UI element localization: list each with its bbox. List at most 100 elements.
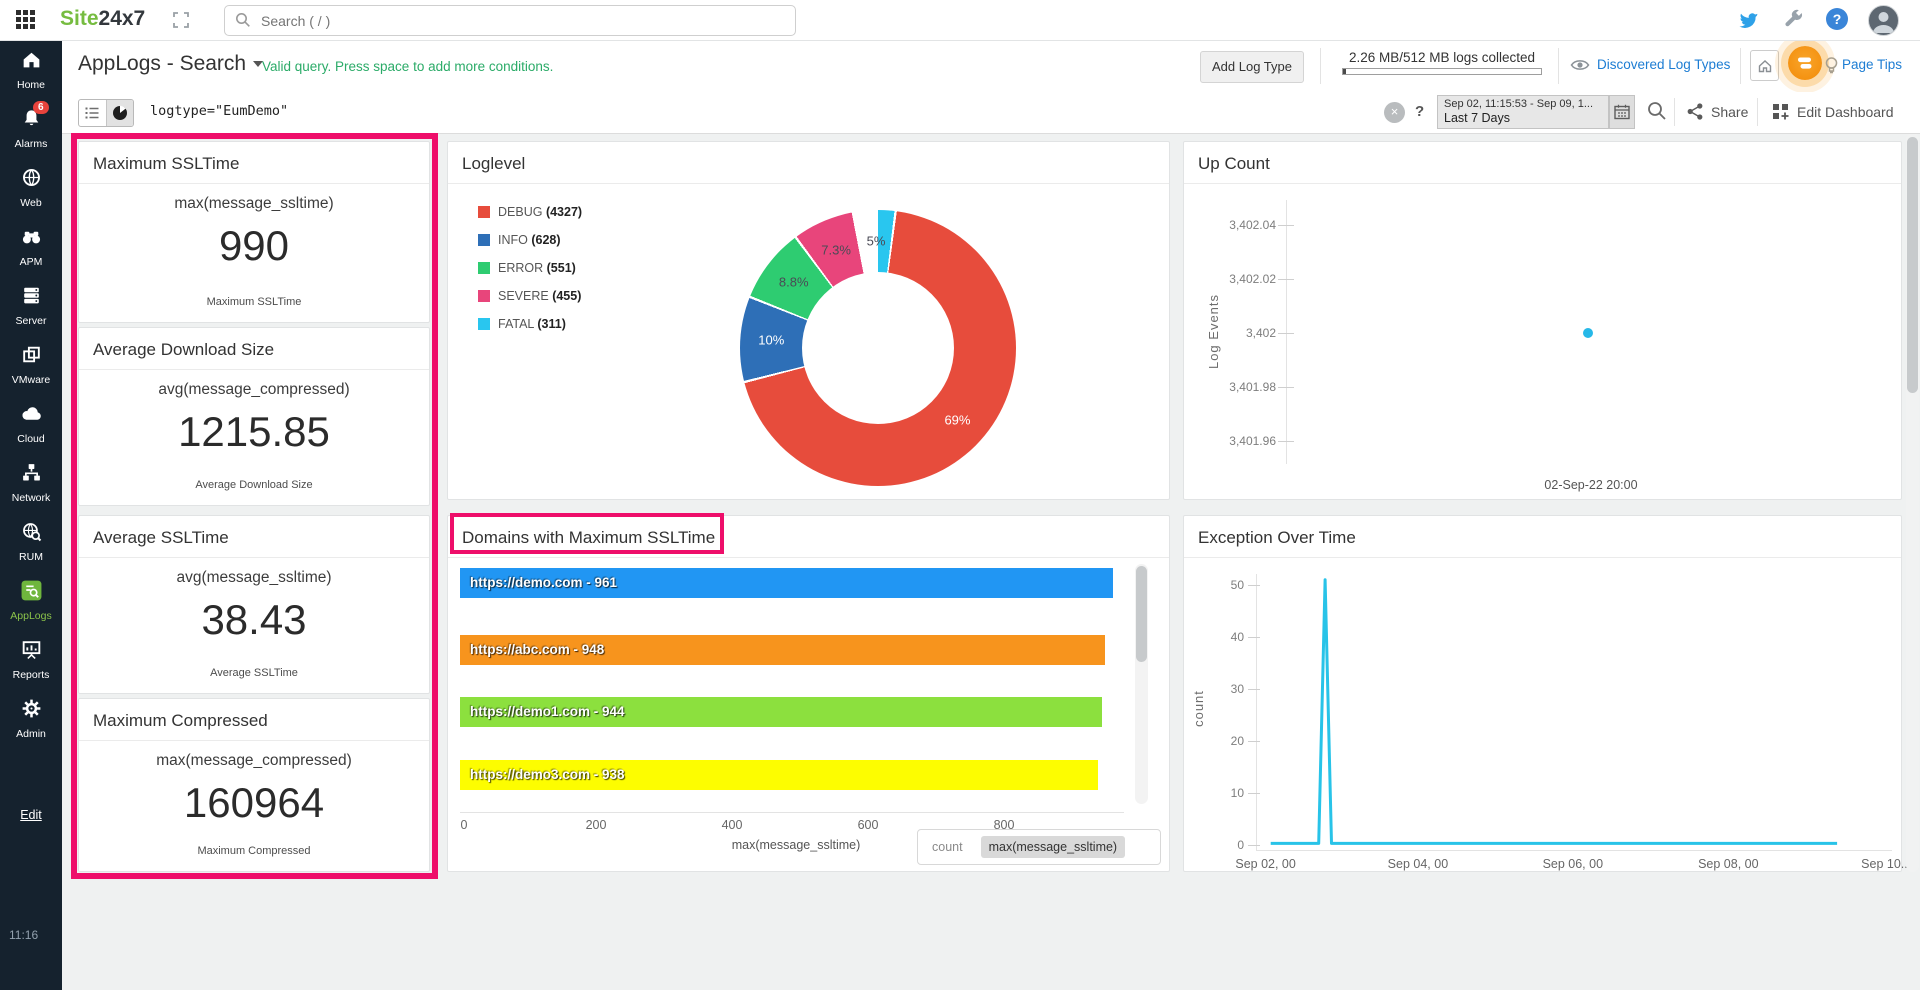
page-tips-icon[interactable] — [1788, 46, 1822, 80]
gear-icon — [20, 697, 43, 725]
stat-value: 38.43 — [201, 596, 307, 643]
page-header: AppLogs - Search Valid query. Press spac… — [62, 40, 1920, 93]
divider — [1320, 48, 1321, 84]
bird-notifications-icon[interactable] — [1736, 8, 1760, 32]
page-scrollbar-track[interactable] — [1906, 133, 1919, 872]
alarm-count-badge: 6 — [33, 101, 49, 114]
stat-caption: Average Download Size — [195, 479, 313, 491]
clear-query-button[interactable]: × — [1384, 102, 1405, 123]
bar-https-demo-com[interactable]: https://demo.com - 961 — [460, 568, 1113, 598]
bell-icon — [20, 107, 43, 135]
page-title[interactable]: AppLogs - Search — [78, 52, 264, 76]
page-tips-link[interactable]: Page Tips — [1842, 57, 1903, 72]
widget-title: Maximum Compressed — [79, 699, 429, 741]
scatter-point[interactable] — [1582, 328, 1593, 338]
x-axis-label: max(message_ssltime) — [731, 838, 861, 852]
stat-caption: Maximum SSLTime — [206, 296, 302, 308]
legend-item-error[interactable]: ERROR (551) — [478, 254, 582, 282]
run-search-button[interactable] — [1647, 101, 1667, 126]
widget-title: Average SSLTime — [79, 516, 429, 558]
bulb-icon — [1824, 56, 1839, 81]
loglevel-legend: DEBUG (4327) INFO (628) ERROR (551) SEVERE … — [478, 198, 582, 338]
legend-option-max-ssltime[interactable]: max(message_ssltime) — [980, 836, 1126, 858]
edit-dashboard-button[interactable]: Edit Dashboard — [1772, 103, 1894, 120]
chart-scrollbar-thumb[interactable] — [1136, 566, 1147, 662]
x-tick-label: 800 — [993, 818, 1015, 832]
sidebar-item-reports[interactable]: Reports — [0, 630, 62, 689]
quota-text: 2.26 MB/512 MB logs collected — [1348, 50, 1536, 65]
legend-swatch — [478, 206, 490, 218]
widget-loglevel: Loglevel DEBUG (4327) INFO (628) ERROR (55… — [447, 141, 1170, 500]
sidebar-item-cloud[interactable]: Cloud — [0, 394, 62, 453]
sidebar-item-applogs[interactable]: AppLogs — [0, 571, 62, 630]
time-range-picker[interactable]: Sep 02, 11:15:53 - Sep 09, 1... Last 7 D… — [1437, 95, 1609, 129]
pie-percent-label: 7.3% — [821, 242, 851, 258]
divider — [1558, 48, 1559, 84]
legend-item-debug[interactable]: DEBUG (4327) — [478, 198, 582, 226]
expand-icon[interactable] — [172, 11, 190, 34]
add-log-type-button[interactable]: Add Log Type — [1200, 51, 1304, 83]
site24x7-logo[interactable]: Site24x7 — [60, 7, 146, 30]
legend-item-severe[interactable]: SEVERE (455) — [478, 282, 582, 310]
sidebar-item-alarms[interactable]: 6 Alarms — [0, 99, 62, 158]
network-icon — [20, 461, 43, 489]
sidebar-item-label: Admin — [16, 728, 46, 740]
y-tick-mark — [1248, 585, 1260, 586]
x-axis-line — [1256, 850, 1892, 851]
discovered-log-types-link[interactable]: Discovered Log Types — [1570, 57, 1730, 72]
sidebar-edit-link[interactable]: Edit — [20, 808, 42, 822]
cloud-icon — [20, 402, 43, 430]
sidebar-item-admin[interactable]: Admin — [0, 689, 62, 748]
x-tick-label: 400 — [721, 818, 743, 832]
sidebar-item-apm[interactable]: APM — [0, 217, 62, 276]
time-range-value: Sep 02, 11:15:53 - Sep 09, 1... — [1444, 98, 1594, 110]
search-input[interactable] — [259, 8, 783, 33]
query-help-icon[interactable]: ? — [1415, 103, 1425, 120]
sidebar-item-label: AppLogs — [10, 610, 52, 622]
default-view-button[interactable] — [1750, 50, 1779, 81]
bar-https-demo3-com[interactable]: https://demo3.com - 938 — [460, 760, 1098, 790]
global-search — [224, 5, 796, 36]
sidebar-item-label: Home — [16, 79, 45, 91]
user-avatar[interactable] — [1868, 5, 1899, 36]
reports-icon — [20, 638, 43, 666]
calendar-icon — [1614, 104, 1630, 120]
sidebar-item-rum[interactable]: RUM — [0, 512, 62, 571]
query-validation-message: Valid query. Press space to add more con… — [262, 59, 554, 74]
pie-percent-label: 5% — [866, 233, 886, 249]
share-button[interactable]: Share — [1687, 103, 1748, 120]
pie-percent-label: 69% — [944, 412, 971, 428]
widget-title: Exception Over Time — [1184, 516, 1901, 558]
page-scrollbar-thumb[interactable] — [1907, 137, 1918, 393]
x-tick-label: 200 — [585, 818, 607, 832]
legend-label: ERROR (551) — [498, 261, 576, 275]
search-icon — [236, 13, 250, 27]
bar-https-abc-com[interactable]: https://abc.com - 948 — [460, 635, 1105, 665]
legend-item-info[interactable]: INFO (628) — [478, 226, 582, 254]
widget-domains-max-ssltime: Domains with Maximum SSLTime max(message… — [447, 515, 1170, 872]
app-grid-icon[interactable] — [16, 10, 36, 30]
chart-scrollbar-track[interactable] — [1135, 564, 1148, 804]
sidebar-item-vmware[interactable]: VMware — [0, 335, 62, 394]
loglevel-donut-chart[interactable]: 5% 69% 10% 8.8% 7.3% — [448, 142, 1171, 501]
time-range-preset: Last 7 Days — [1444, 111, 1511, 125]
list-view-button[interactable] — [79, 100, 106, 126]
bar-https-demo1-com[interactable]: https://demo1.com - 944 — [460, 697, 1102, 727]
y-tick-mark — [1278, 225, 1294, 226]
eye-icon — [1570, 59, 1590, 70]
legend-option-count[interactable]: count — [932, 840, 963, 854]
query-input[interactable]: logtype="EumDemo" — [150, 103, 289, 119]
sidebar-item-server[interactable]: Server — [0, 276, 62, 335]
sidebar-item-web[interactable]: Web — [0, 158, 62, 217]
calendar-button[interactable] — [1609, 95, 1635, 129]
legend-item-fatal[interactable]: FATAL (311) — [478, 310, 582, 338]
help-icon[interactable]: ? — [1826, 8, 1848, 30]
x-tick-label: 0 — [460, 818, 468, 832]
sidebar-item-home[interactable]: Home — [0, 40, 62, 99]
sidebar-item-network[interactable]: Network — [0, 453, 62, 512]
legend-swatch — [478, 318, 490, 330]
wrench-tools-icon[interactable] — [1782, 8, 1806, 32]
query-view-toggle — [78, 99, 134, 127]
chart-view-button[interactable] — [105, 100, 133, 126]
